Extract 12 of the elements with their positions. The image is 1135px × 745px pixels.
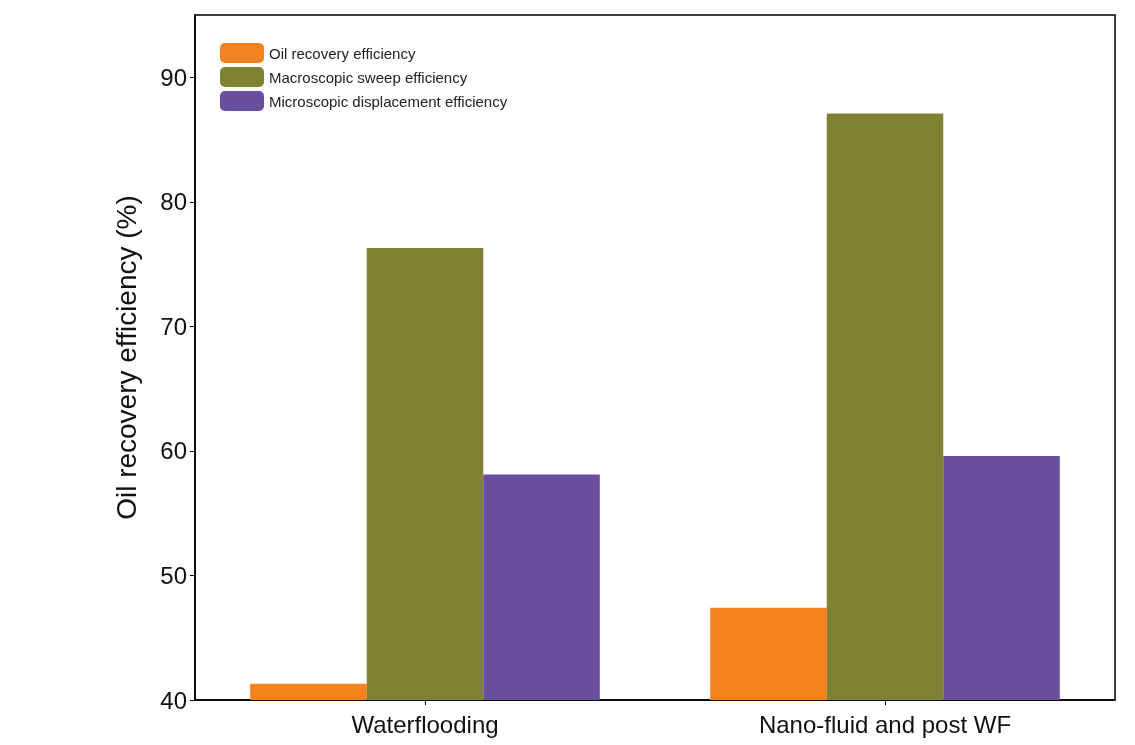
y-tick-label: 80 — [160, 188, 187, 216]
y-tick-label: 70 — [160, 312, 187, 340]
legend-label: Microscopic displacement efficiency — [269, 92, 508, 110]
y-axis-title: Oil recovery efficiency (%) — [110, 195, 142, 520]
y-tick-label: 90 — [160, 63, 187, 91]
y-tick-label: 50 — [160, 561, 187, 589]
x-tick-label: Nano-fluid and post WF — [758, 710, 1012, 738]
y-tick-label: 40 — [160, 686, 187, 714]
y-tick-label: 60 — [160, 437, 187, 465]
x-tick-label: Waterflooding — [351, 710, 499, 738]
legend-label: Macroscopic sweep efficiency — [269, 68, 468, 86]
legend-label: Oil recovery efficiency — [269, 44, 416, 62]
